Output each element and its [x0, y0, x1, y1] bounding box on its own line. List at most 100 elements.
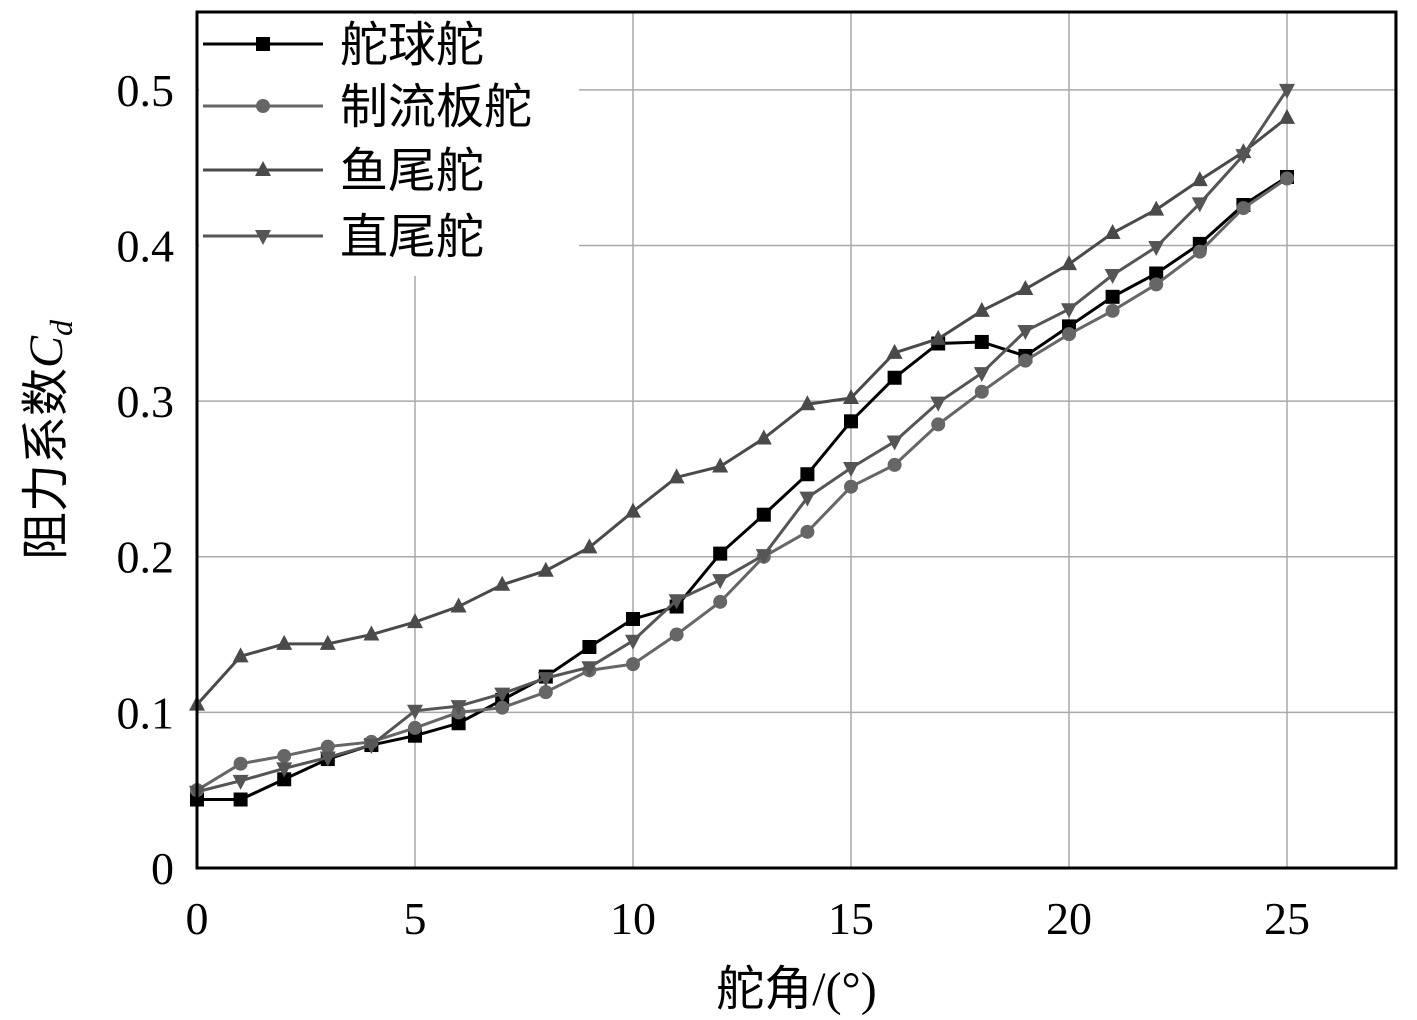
- x-tick-label: 25: [1264, 893, 1310, 944]
- data-point-circle: [256, 99, 270, 113]
- y-axis-title: 阻力系数Cd: [20, 319, 79, 560]
- data-point-triangle-down: [930, 396, 947, 412]
- data-point-triangle-up: [581, 538, 598, 554]
- y-tick-label: 0.5: [117, 65, 175, 116]
- data-point-triangle-down: [537, 672, 554, 688]
- data-point-triangle-up: [799, 395, 816, 411]
- y-tick-label: 0.3: [117, 376, 175, 427]
- legend-item: 鱼尾舵: [203, 145, 484, 198]
- data-point-triangle-up: [843, 388, 859, 404]
- legend-item: 直尾舵: [203, 211, 484, 264]
- data-point-square: [844, 414, 858, 429]
- data-point-triangle-up: [1191, 171, 1208, 187]
- data-point-triangle-up: [1017, 280, 1034, 296]
- data-point-square: [713, 546, 728, 561]
- data-point-triangle-up: [276, 634, 293, 650]
- data-point-circle: [1062, 327, 1076, 342]
- data-point-triangle-up: [407, 613, 423, 629]
- series-3: [189, 108, 1295, 711]
- data-point-circle: [844, 479, 858, 494]
- data-point-triangle-down: [886, 435, 903, 451]
- data-point-triangle-up: [1148, 200, 1165, 216]
- series-layer: [189, 83, 1295, 807]
- data-point-square: [582, 639, 597, 654]
- y-tick-label: 0.4: [117, 220, 175, 271]
- data-point-circle: [320, 739, 335, 754]
- data-point-circle: [277, 748, 292, 763]
- y-tick-label: 0: [151, 843, 174, 894]
- legend-item: 制流板舵: [203, 81, 532, 134]
- data-point-triangle-up: [494, 575, 511, 591]
- data-point-triangle-down: [843, 462, 859, 478]
- x-tick-label: 0: [186, 893, 209, 944]
- data-point-triangle-up: [537, 561, 554, 577]
- data-point-triangle-up: [625, 502, 641, 518]
- data-point-circle: [626, 657, 640, 672]
- data-point-triangle-down: [1191, 197, 1208, 213]
- data-point-square: [756, 507, 771, 522]
- legend-label: 鱼尾舵: [340, 145, 484, 198]
- data-point-circle: [669, 627, 684, 642]
- legend-label: 舵球舵: [340, 19, 484, 72]
- data-point-triangle-up: [755, 429, 772, 445]
- data-point-circle: [1236, 201, 1251, 216]
- data-point-triangle-down: [625, 634, 641, 650]
- data-point-circle: [495, 700, 510, 715]
- x-tick-label: 10: [610, 893, 656, 944]
- data-point-triangle-up: [1061, 255, 1077, 271]
- x-tick-label: 5: [404, 893, 427, 944]
- data-point-circle: [233, 756, 248, 771]
- data-point-circle: [1105, 303, 1120, 318]
- data-point-triangle-up: [973, 301, 990, 317]
- data-point-circle: [1192, 244, 1207, 259]
- data-point-triangle-up: [319, 634, 336, 650]
- data-point-square: [974, 334, 989, 349]
- data-point-square: [800, 467, 815, 482]
- data-point-triangle-up: [886, 343, 903, 359]
- data-point-triangle-down: [1148, 241, 1165, 257]
- legend-item: 舵球舵: [203, 19, 484, 72]
- data-point-triangle-down: [363, 739, 380, 755]
- data-point-triangle-up: [712, 457, 729, 473]
- data-point-circle: [538, 685, 553, 700]
- data-point-triangle-down: [319, 751, 336, 767]
- data-point-square: [233, 792, 248, 807]
- data-point-triangle-up: [255, 161, 271, 176]
- legend-label: 制流板舵: [340, 81, 532, 134]
- data-point-triangle-down: [668, 594, 685, 610]
- data-point-triangle-up: [930, 329, 947, 345]
- data-point-triangle-down: [973, 367, 990, 383]
- legend-label: 直尾舵: [340, 211, 484, 264]
- data-point-square: [626, 611, 640, 626]
- data-point-triangle-down: [712, 574, 729, 590]
- data-point-triangle-down: [232, 774, 249, 790]
- data-point-circle: [887, 457, 902, 472]
- x-tick-label: 15: [828, 893, 874, 944]
- y-axis-title-text: 阻力系数: [20, 368, 73, 560]
- data-point-triangle-down: [1017, 325, 1034, 341]
- data-point-triangle-down: [799, 491, 816, 507]
- data-point-triangle-down: [494, 687, 511, 703]
- data-point-triangle-up: [232, 647, 249, 663]
- y-tick-label: 0.2: [117, 532, 175, 583]
- data-point-circle: [1149, 277, 1164, 292]
- data-point-triangle-down: [407, 704, 423, 720]
- data-point-triangle-up: [668, 468, 685, 484]
- plot-frame: [195, 10, 1398, 870]
- data-point-triangle-up: [1104, 224, 1121, 240]
- data-point-square: [1105, 289, 1120, 304]
- data-point-triangle-down: [1104, 269, 1121, 285]
- series-line: [197, 175, 1288, 802]
- data-point-circle: [974, 384, 989, 399]
- series-4: [189, 83, 1295, 801]
- data-point-square: [887, 370, 902, 385]
- x-tick-label: 20: [1046, 893, 1092, 944]
- data-point-triangle-down: [1235, 149, 1252, 165]
- data-point-circle: [408, 720, 422, 735]
- data-point-triangle-down: [276, 762, 293, 778]
- y-axis-title-symbol: C: [20, 335, 73, 368]
- data-point-circle: [931, 417, 946, 432]
- data-point-triangle-up: [450, 597, 467, 613]
